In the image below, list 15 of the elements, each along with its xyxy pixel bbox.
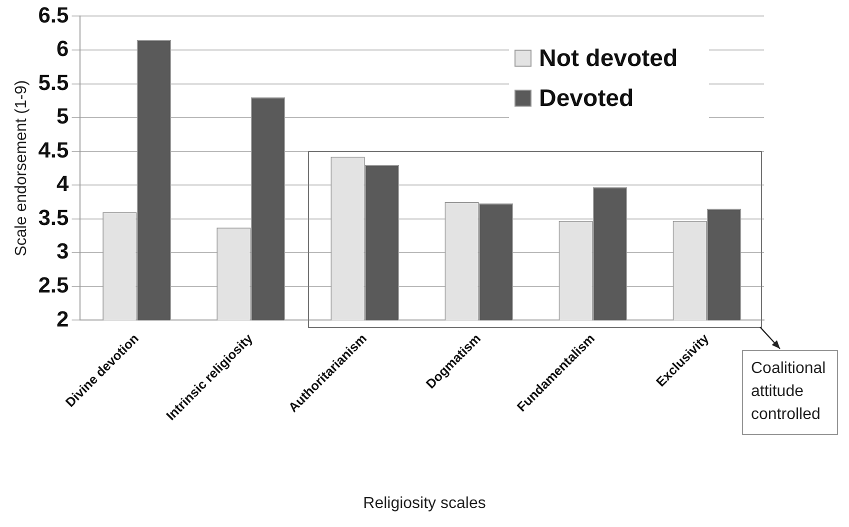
y-tick-label: 6 xyxy=(56,36,69,62)
text: Coalitional attitude controlled xyxy=(742,350,838,435)
y-tick-label: 3.5 xyxy=(38,204,69,230)
legend-label: Devoted xyxy=(539,84,634,112)
y-tick-label: 4.5 xyxy=(38,137,69,162)
y-tick-label: 6.5 xyxy=(38,2,69,28)
y-tick-label: 2 xyxy=(56,306,69,332)
y-tick-label: 4 xyxy=(56,171,70,196)
legend-label: Not devoted xyxy=(539,44,678,72)
x-axis-title: Religiosity scales xyxy=(362,495,487,513)
y-tick-label: 2.5 xyxy=(38,272,69,298)
y-tick-label: 5.5 xyxy=(38,70,69,95)
y-axis-title: Scale endorsement (1-9) xyxy=(13,80,30,256)
y-tick-label: 3 xyxy=(56,238,69,264)
y-tick-label: 5 xyxy=(56,104,69,129)
